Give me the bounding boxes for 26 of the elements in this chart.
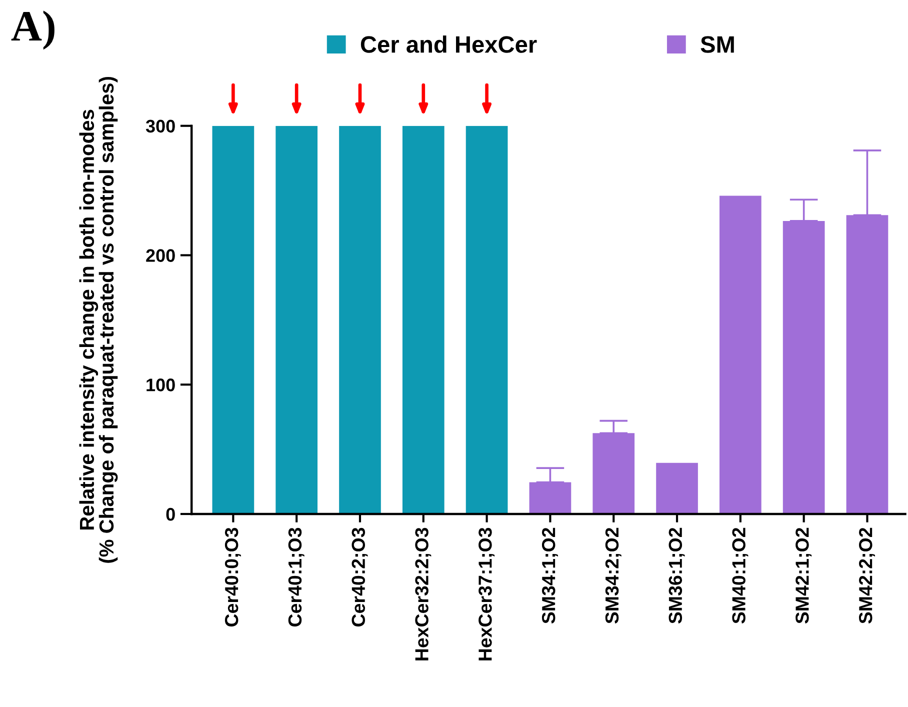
y-tick-label: 200 <box>146 249 175 262</box>
bar <box>212 126 254 514</box>
bar <box>656 462 698 514</box>
x-tick-label: HexCer37:1;O3 <box>478 528 495 660</box>
x-tick-label: SM36:1;O2 <box>668 528 685 624</box>
x-tick-label: SM42:1;O2 <box>796 528 812 624</box>
x-tick-label: Cer40:2;O3 <box>352 528 368 626</box>
x-tick-label: SM40:1;O2 <box>732 528 748 624</box>
bar <box>720 196 762 514</box>
x-tick-label: SM34:1;O2 <box>542 528 558 624</box>
x-tick-label: SM34:2;O2 <box>605 528 622 624</box>
legend-label: Cer and HexCer <box>360 36 537 53</box>
y-tick-label: 0 <box>166 508 175 521</box>
x-tick-label: Cer40:0;O3 <box>224 528 241 626</box>
bar <box>402 126 444 514</box>
x-tick-label: HexCer32:2;O3 <box>415 528 432 660</box>
bar <box>276 126 318 514</box>
x-tick-label: SM42:2;O2 <box>858 528 875 624</box>
bar <box>339 126 381 514</box>
y-axis-title: Relative intensity change in both ion-modes (% Change of paraquat-treated vs control samples) <box>79 76 118 563</box>
x-tick-label: Cer40:1;O3 <box>288 528 304 626</box>
bar <box>466 126 508 514</box>
chart-title: A) <box>11 10 54 50</box>
legend-label: SM <box>700 36 734 53</box>
y-tick-label: 300 <box>146 120 175 133</box>
y-tick-label: 100 <box>146 378 175 392</box>
